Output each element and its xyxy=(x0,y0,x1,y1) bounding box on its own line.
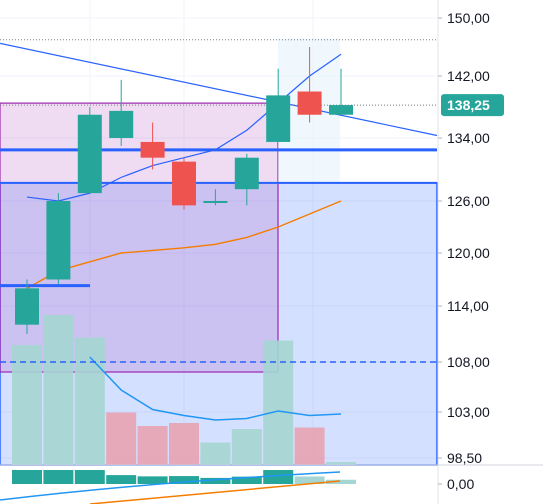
long-moving-average xyxy=(26,200,342,289)
indicator-lines xyxy=(0,39,438,421)
trendline[interactable] xyxy=(0,42,438,137)
price-axis-label: 142,00 xyxy=(447,68,490,84)
volume-bar xyxy=(12,345,42,465)
candle-body xyxy=(140,141,165,158)
purple-zone-rectangle[interactable] xyxy=(0,102,279,373)
last-price-label: 138,25 xyxy=(447,97,490,113)
volume-bar xyxy=(326,462,356,465)
volume-bar xyxy=(294,427,325,465)
histogram-bar xyxy=(106,475,137,484)
candle-body xyxy=(109,110,134,138)
histogram-bar xyxy=(43,470,74,484)
volume-bar xyxy=(106,412,137,465)
signal-line xyxy=(89,480,341,504)
price-axis-label: 108,00 xyxy=(447,354,490,370)
price-candles xyxy=(15,47,353,334)
last-price-badge-bg xyxy=(441,94,504,117)
histogram-bar xyxy=(326,479,356,484)
volume-bar xyxy=(169,423,199,465)
indicator-axis-label: 0,00 xyxy=(447,476,474,492)
volume-bar xyxy=(263,340,294,465)
candle-body xyxy=(15,288,39,325)
volume-bar xyxy=(74,337,105,465)
candle-body xyxy=(77,114,102,194)
price-axis-label: 98,50 xyxy=(447,450,482,466)
volume-bar xyxy=(137,426,168,465)
volume-bar xyxy=(231,429,262,465)
volume-bars xyxy=(12,315,356,465)
histogram-bar xyxy=(74,470,105,484)
volume-bar xyxy=(43,315,74,465)
indicator-pane[interactable]: 0,00 xyxy=(0,464,543,504)
price-axis-label: 150,00 xyxy=(447,10,490,26)
volume-bar xyxy=(200,442,231,465)
candle-body xyxy=(329,105,353,115)
candle-body xyxy=(297,91,322,115)
histogram-bar xyxy=(137,476,168,484)
price-axis-label: 120,00 xyxy=(447,245,490,261)
histogram-bar xyxy=(200,477,231,484)
volume-ma-line xyxy=(89,356,342,421)
price-axis-label: 103,00 xyxy=(447,404,490,420)
histogram-bar xyxy=(12,470,42,484)
candle-body xyxy=(266,95,291,142)
candle-body xyxy=(234,157,259,190)
price-axis[interactable]: 150,00 142,00 134,00 126,00 120,00 114,00 108,… xyxy=(437,0,490,504)
histogram-bar xyxy=(294,476,325,484)
price-axis-label: 134,00 xyxy=(447,130,490,146)
price-axis-label: 126,00 xyxy=(447,193,490,209)
price-axis-label: 114,00 xyxy=(447,298,489,314)
candle-body xyxy=(172,161,196,206)
candle-body xyxy=(46,201,71,280)
histogram-bar xyxy=(231,476,262,484)
oscillator-line xyxy=(0,471,341,501)
histogram-bar xyxy=(169,476,199,484)
histogram-bar xyxy=(263,470,294,484)
candle-body xyxy=(203,201,228,203)
last-price-badge: 138,25 xyxy=(441,94,504,117)
